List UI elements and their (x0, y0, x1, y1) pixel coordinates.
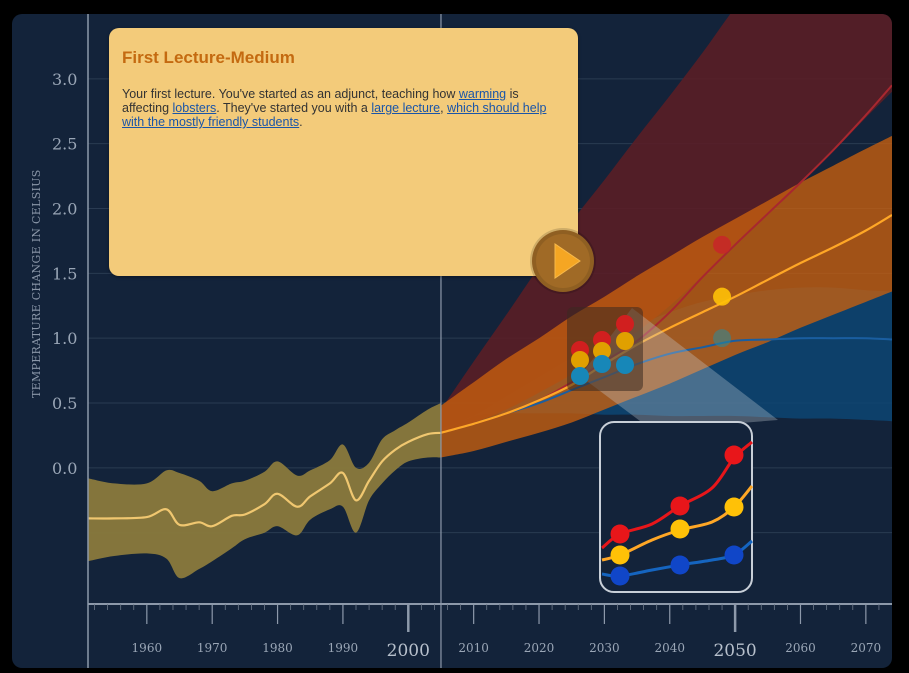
zoom-dot (610, 566, 630, 586)
mid-marker (713, 287, 732, 306)
zoom-dot (670, 555, 690, 575)
series-lines (87, 84, 892, 528)
zoom-dot (724, 545, 744, 565)
key-dot (616, 315, 634, 333)
x-tick-label: 2010 (458, 641, 489, 655)
card-text: . (299, 115, 303, 129)
x-tick-label: 2000 (387, 641, 430, 661)
x-tick-label: 1970 (197, 641, 228, 655)
card-text: , (440, 101, 448, 115)
x-tick-labels: 1960 1970 1980 1990 2000 2010 2020 2030 2040 2050… (132, 641, 882, 661)
x-tick-label: 1990 (328, 641, 359, 655)
historical-band (88, 403, 441, 579)
card-body: Your first lecture. You've started as an… (122, 87, 562, 129)
card-title: First Lecture-Medium (122, 48, 295, 67)
key-dot (593, 355, 611, 373)
key-dot (571, 367, 589, 385)
card-link[interactable]: large lecture (371, 101, 441, 115)
x-tick-label: 1960 (132, 641, 163, 655)
card-text: is affecting (122, 87, 519, 115)
x-tick-label: 2050 (713, 641, 756, 661)
y-tick-label: 3.0 (52, 70, 77, 89)
y-tick-label: 0.5 (52, 394, 77, 413)
x-tick-label: 2060 (785, 641, 816, 655)
x-tick-label: 2070 (851, 641, 882, 655)
card-link[interactable]: lobsters (172, 101, 217, 115)
x-tick-label: 1980 (262, 641, 293, 655)
y-tick-label: 1.0 (52, 329, 77, 348)
y-axis-label: TEMPERATURE CHANGE IN CELSIUS (30, 169, 43, 398)
key-dot (616, 356, 634, 374)
mid-line (440, 214, 892, 434)
x-tick-label: 2030 (589, 641, 620, 655)
low-marker (713, 329, 732, 348)
zoom-dot (610, 545, 630, 565)
y-tick-label: 1.5 (52, 264, 77, 283)
zoom-dot (724, 497, 744, 517)
high-marker (713, 235, 732, 254)
y-tick-labels: 3.0 2.5 2.0 1.5 1.0 0.5 0.0 (52, 70, 77, 478)
scenario-legend-inset (567, 307, 778, 593)
x-tick-label: 2040 (654, 641, 685, 655)
y-tick-label: 0.0 (52, 459, 77, 478)
zoom-dot (610, 524, 630, 544)
zoom-dot (724, 445, 744, 465)
card-link[interactable]: warming (458, 87, 507, 101)
key-dot (616, 332, 634, 350)
play-icon (536, 234, 590, 288)
card-text: Your first lecture. You've started as an… (122, 87, 459, 101)
card-text: . They've started you with a (216, 101, 372, 115)
zoom-dot (670, 496, 690, 516)
key-dot (593, 342, 611, 360)
y-tick-label: 2.5 (52, 135, 77, 154)
y-tick-label: 2.0 (52, 200, 77, 219)
key-dot (571, 351, 589, 369)
play-button[interactable] (532, 230, 594, 292)
x-tick-label: 2020 (524, 641, 555, 655)
historical-line (87, 431, 442, 528)
chart-panel: 3.0 2.5 2.0 1.5 1.0 0.5 0.0 1960 1970 1980 1990 20… (12, 14, 892, 668)
zoom-dot (670, 519, 690, 539)
mid-band (441, 135, 892, 458)
card-link[interactable]: which should help with the mostly friend… (122, 101, 547, 129)
scenario-markers (713, 235, 732, 348)
lecture-card: First Lecture-Medium Your first lecture.… (109, 28, 578, 276)
high-band (441, 14, 892, 433)
temperature-chart: 3.0 2.5 2.0 1.5 1.0 0.5 0.0 1960 1970 1980 1990 20… (30, 14, 892, 668)
